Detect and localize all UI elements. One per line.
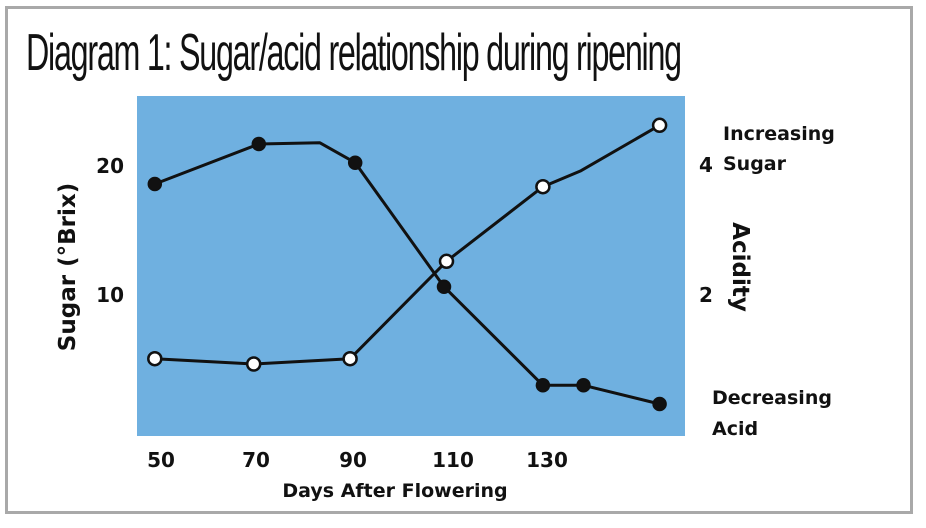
- data-point-increasing-sugar: [651, 117, 668, 134]
- y-left-axis-title: Sugar (°Brix): [55, 183, 81, 351]
- data-point-decreasing-acid: [436, 279, 452, 294]
- plot-area: [137, 96, 685, 436]
- y-right-tick-label: 2: [699, 283, 713, 307]
- annotation-increasing: Increasing: [723, 123, 835, 145]
- y-left-tick-label: 10: [96, 283, 124, 307]
- diagram-frame: [5, 6, 913, 514]
- y-right-axis-title: Acidity: [727, 222, 753, 312]
- data-point-decreasing-acid: [652, 396, 667, 412]
- chart-title: Diagram 1: Sugar/acid relationship durin…: [26, 24, 682, 82]
- y-left-tick-label: 20: [96, 154, 124, 178]
- annotation-decreasing: Decreasing: [712, 387, 832, 409]
- x-tick-label: 70: [242, 448, 270, 472]
- x-tick-label: 90: [339, 448, 367, 472]
- data-point-decreasing-acid: [535, 378, 551, 393]
- annotation-acid: Acid: [712, 418, 758, 440]
- data-point-increasing-sugar: [147, 350, 163, 367]
- x-tick-label: 130: [526, 448, 568, 472]
- x-axis-title: Days After Flowering: [282, 480, 507, 502]
- data-point-decreasing-acid: [347, 155, 363, 170]
- data-point-increasing-sugar: [342, 350, 358, 367]
- data-point-increasing-sugar: [535, 178, 551, 195]
- annotation-sugar: Sugar: [723, 153, 787, 175]
- data-point-decreasing-acid: [251, 136, 267, 152]
- data-point-decreasing-acid: [576, 378, 591, 393]
- data-point-decreasing-acid: [147, 176, 163, 192]
- data-point-increasing-sugar: [438, 253, 455, 270]
- y-right-tick-label: 4: [699, 153, 713, 177]
- data-point-increasing-sugar: [245, 356, 262, 372]
- x-tick-label: 110: [432, 448, 474, 472]
- x-tick-label: 50: [147, 448, 175, 472]
